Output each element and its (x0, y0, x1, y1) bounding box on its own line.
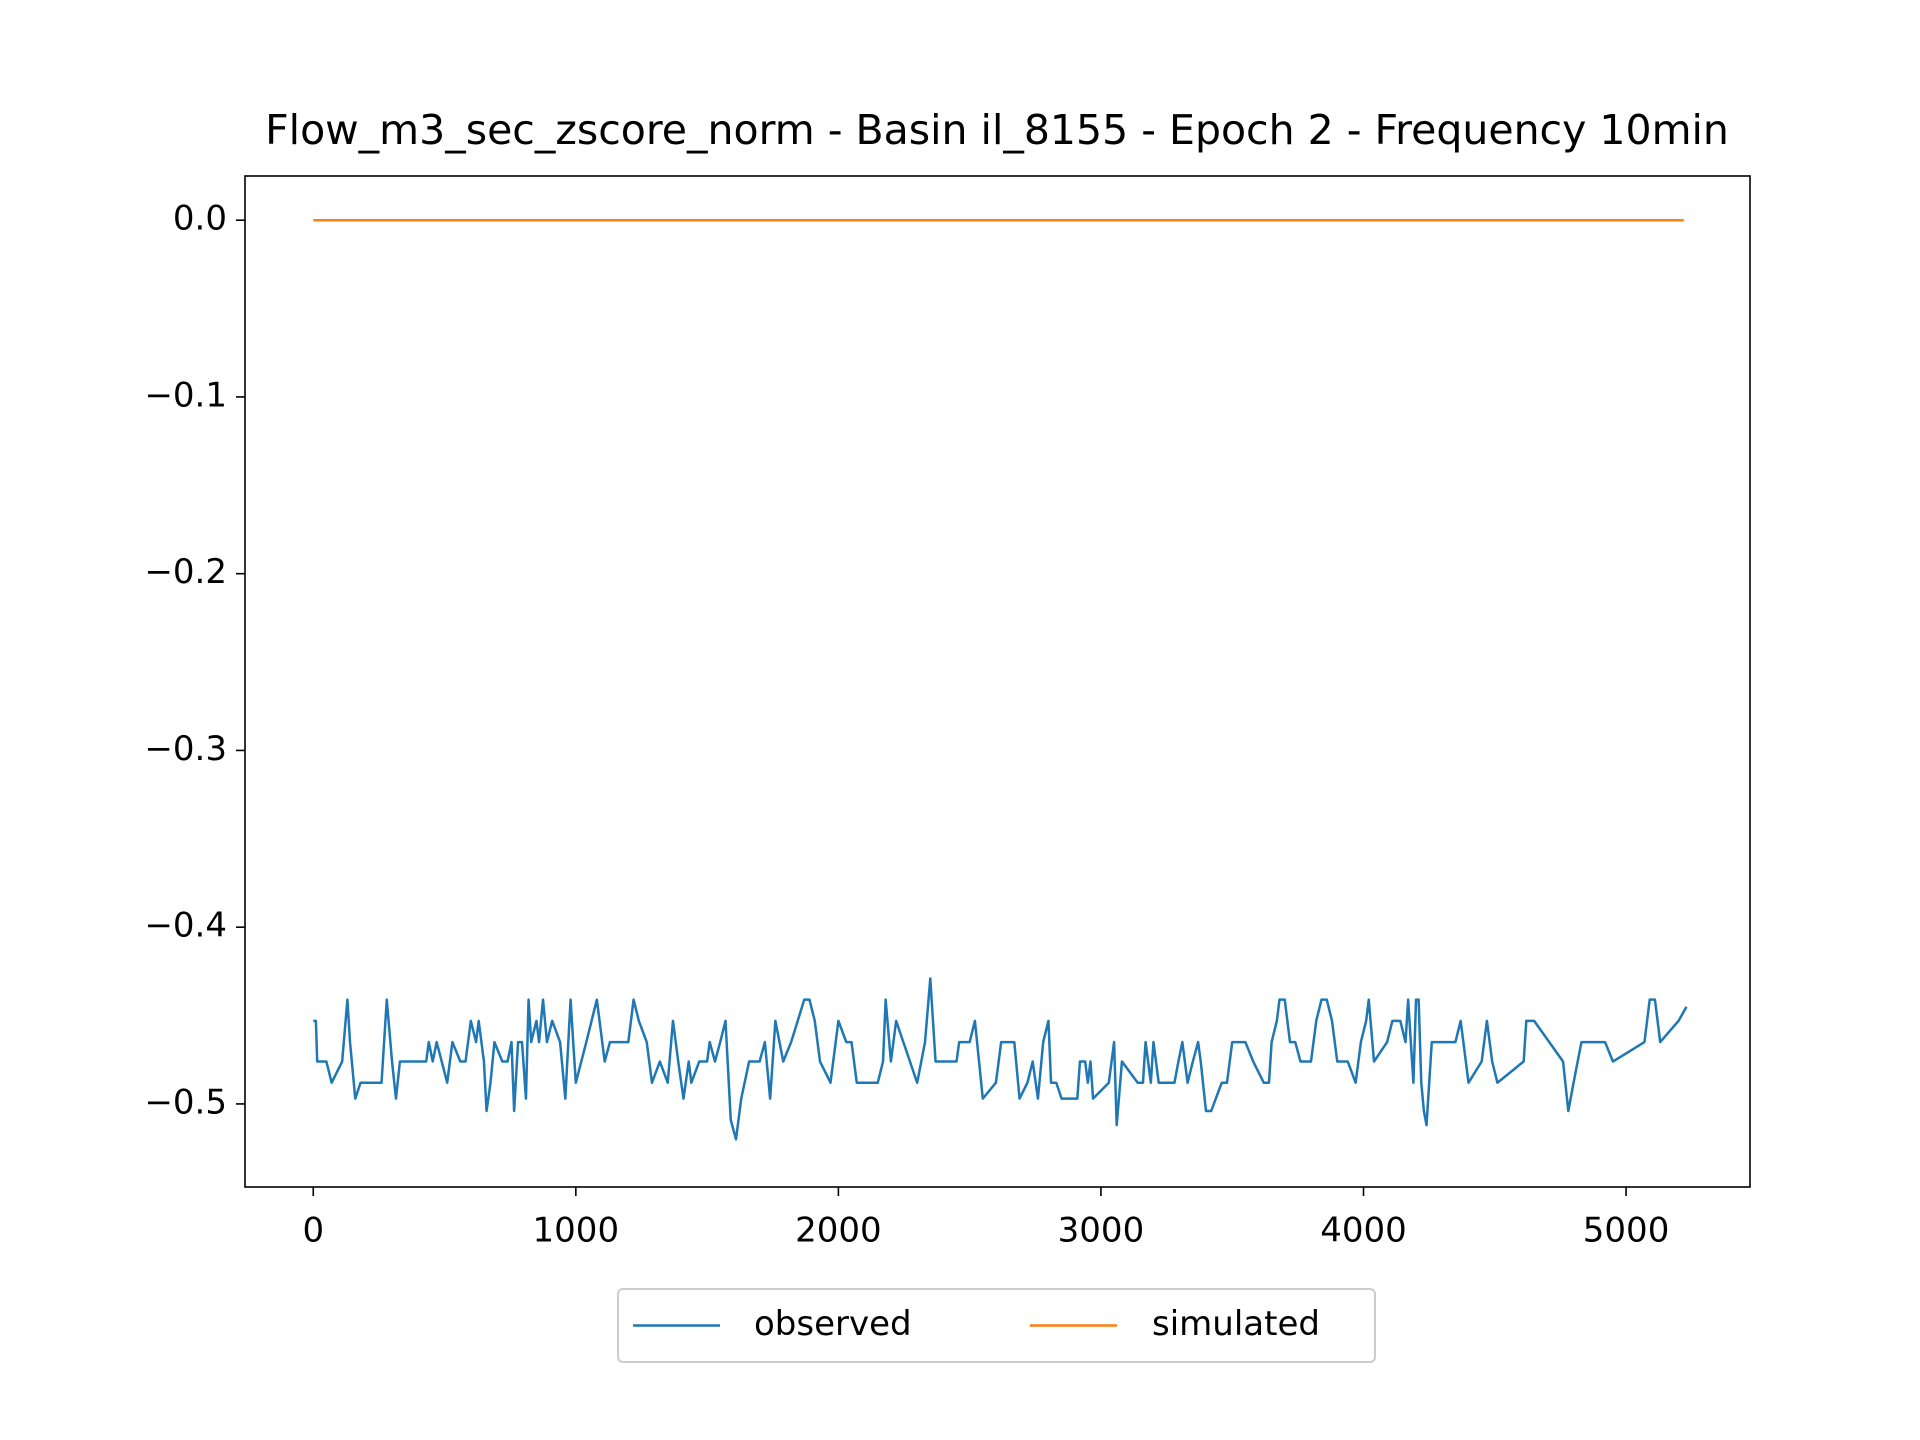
y-tick-label: −0.3 (144, 729, 227, 769)
y-tick-label: −0.1 (144, 375, 227, 415)
chart-title: Flow_m3_sec_zscore_norm - Basin il_8155 … (265, 106, 1729, 154)
y-tick-label: 0.0 (173, 199, 227, 239)
x-tick-label: 3000 (1058, 1211, 1145, 1251)
y-tick-label: −0.2 (144, 552, 227, 592)
legend-label: simulated (1152, 1304, 1320, 1344)
y-tick-label: −0.4 (144, 906, 227, 946)
legend-box (617, 1288, 1376, 1363)
legend-label: observed (754, 1304, 912, 1344)
x-tick-label: 2000 (795, 1211, 882, 1251)
x-tick-label: 4000 (1320, 1211, 1407, 1251)
series-line (313, 977, 1688, 1141)
y-tick-label: −0.5 (144, 1082, 227, 1122)
x-tick-label: 1000 (533, 1211, 620, 1251)
plot-frame (244, 175, 1751, 1188)
x-tick-label: 5000 (1583, 1211, 1670, 1251)
x-tick-label: 0 (302, 1211, 324, 1251)
